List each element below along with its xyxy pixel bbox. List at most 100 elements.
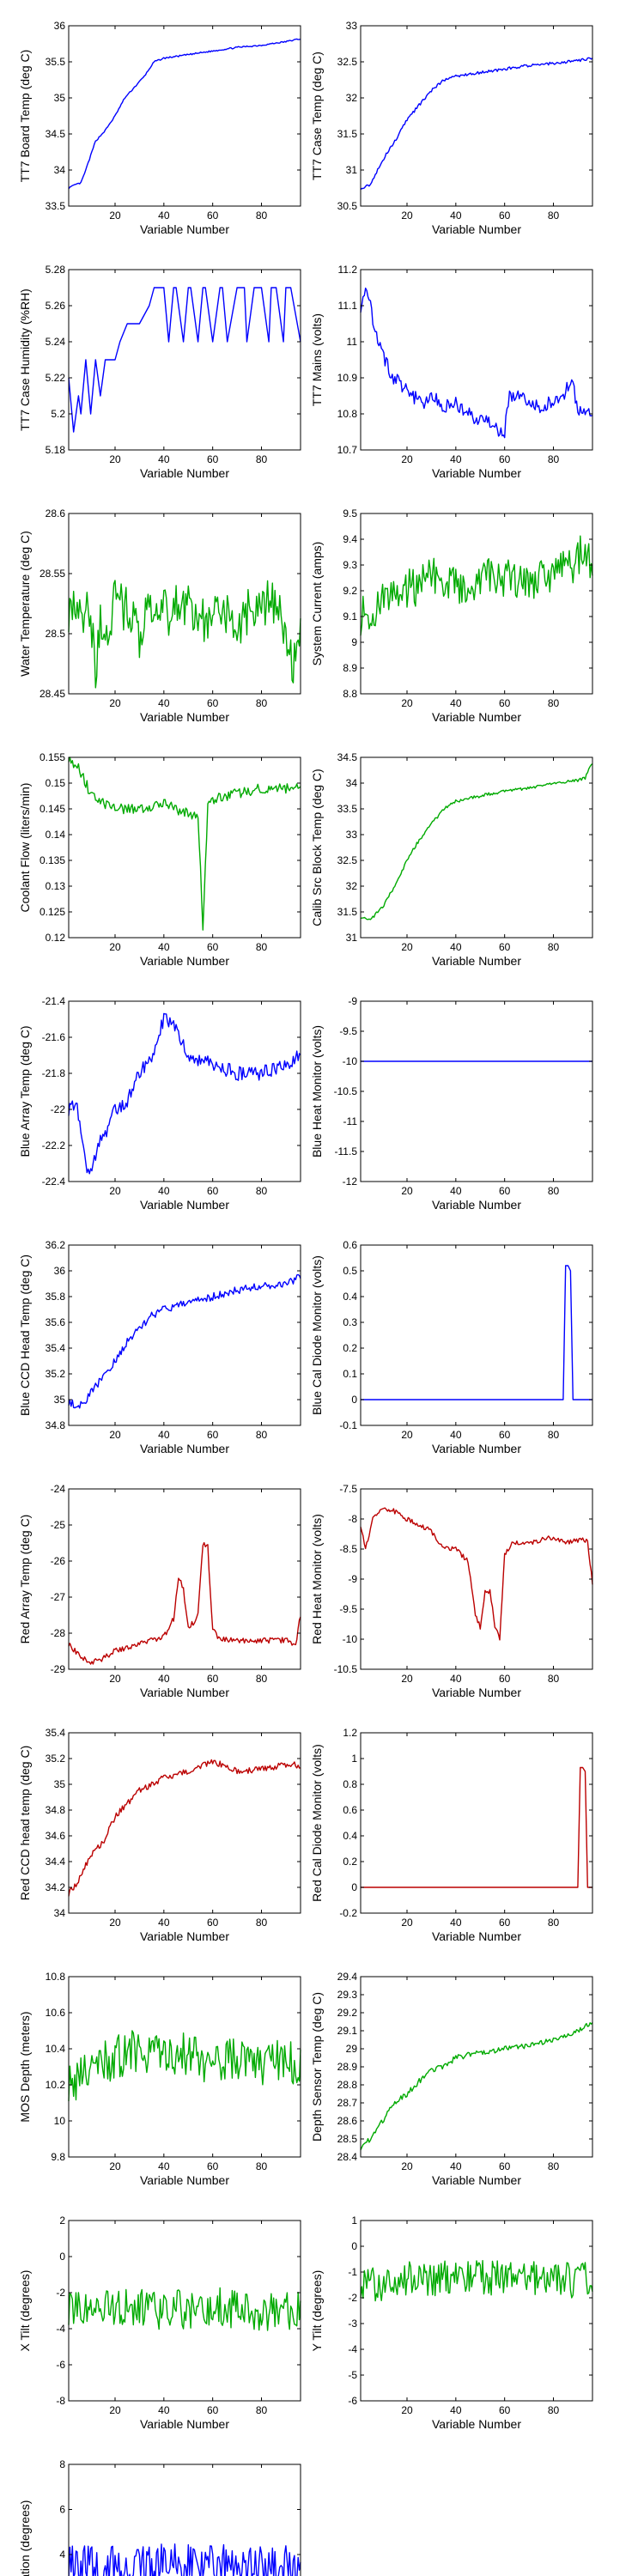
y-tick-label: 5.22 [46, 372, 66, 384]
x-axis-label: Variable Number [140, 1929, 229, 1943]
y-axis-label: Calib Src Block Temp (deg C) [310, 769, 324, 926]
series-line [360, 1507, 593, 1641]
x-axis-label: Variable Number [432, 2417, 521, 2431]
x-tick-label: 20 [109, 941, 121, 953]
y-tick-label: -28 [51, 1627, 66, 1639]
y-tick-label: 0.4 [343, 1830, 357, 1842]
y-tick-label: 0.135 [39, 854, 65, 866]
x-tick-label: 40 [450, 453, 462, 465]
chart-panel: -6 -5 -4 -3 -2 -1 0 1 20 40 60 80 Variable Number Y T… [310, 2215, 593, 2431]
x-axis-label: Variable Number [432, 466, 521, 480]
series-line [68, 1273, 301, 1409]
y-tick-label: 34 [54, 1907, 66, 1919]
x-tick-label: 80 [256, 453, 268, 465]
chart-panel: 0.12 0.125 0.13 0.135 0.14 0.145 0.15 0.155 20 40… [18, 751, 301, 968]
y-tick-label: 34.2 [46, 1881, 66, 1893]
y-tick-label: -22.2 [42, 1139, 66, 1151]
y-tick-label: 31 [346, 932, 358, 944]
x-tick-label: 80 [256, 2404, 268, 2416]
y-tick-label: -10.5 [334, 1663, 358, 1675]
y-tick-label: 33 [346, 20, 358, 32]
x-tick-label: 80 [548, 453, 560, 465]
y-axis-label: TT7 Mains (volts) [310, 313, 324, 406]
y-tick-label: -21.8 [42, 1067, 66, 1079]
plot-frame [68, 25, 301, 207]
x-tick-label: 80 [256, 697, 268, 709]
x-tick-label: 20 [401, 1185, 413, 1197]
x-tick-label: 80 [548, 1429, 560, 1441]
y-tick-label: -24 [51, 1483, 66, 1495]
y-axis-label: TT7 Board Temp (deg C) [18, 50, 32, 183]
y-tick-label: 0.3 [343, 1316, 357, 1328]
x-tick-label: 60 [499, 453, 511, 465]
y-tick-label: 0.5 [343, 1265, 357, 1277]
y-tick-label: 29.2 [337, 2007, 358, 2019]
chart-panel: 28.45 28.5 28.55 28.6 20 40 60 80 Variable Numbe… [18, 507, 301, 724]
y-tick-label: 0.4 [343, 1291, 357, 1303]
plot-frame [360, 756, 593, 939]
y-tick-label: -7.5 [339, 1483, 357, 1495]
x-tick-label: 40 [158, 2160, 170, 2172]
x-axis-label: Variable Number [140, 2417, 229, 2431]
y-axis-label: Red CCD head temp (deg C) [18, 1746, 32, 1901]
plot-frame [68, 1488, 301, 1670]
y-tick-label: 8.9 [343, 662, 357, 674]
y-tick-label: 35 [54, 92, 66, 104]
y-tick-label: 5.2 [51, 408, 65, 420]
chart-panel: 34.8 35 35.2 35.4 35.6 35.8 36 36.2 20 40 60 80 Vari… [18, 1239, 301, 1455]
plot-frame [68, 2220, 301, 2402]
chart-panel: 5.18 5.2 5.22 5.24 5.26 5.28 20 40 60 80 Variable … [18, 264, 301, 480]
x-tick-label: 40 [450, 2404, 462, 2416]
y-axis-label: TT7 Case Humidity (%RH) [18, 289, 32, 431]
y-tick-label: 9.2 [343, 585, 357, 597]
x-tick-label: 40 [450, 697, 462, 709]
y-tick-label: 28.7 [337, 2097, 358, 2109]
x-tick-label: 40 [450, 210, 462, 222]
y-axis-label: Red Heat Monitor (volts) [310, 1514, 324, 1644]
x-tick-label: 60 [207, 210, 219, 222]
x-tick-label: 20 [401, 2404, 413, 2416]
y-tick-label: 0.13 [46, 880, 66, 892]
y-axis-label: Blue Array Temp (deg C) [18, 1025, 32, 1157]
y-axis-label: X Tilt (degrees) [18, 2270, 32, 2352]
x-axis-label: Variable Number [140, 710, 229, 724]
series-line [68, 287, 301, 433]
y-tick-label: 34.8 [46, 1804, 66, 1816]
series-line [361, 1766, 592, 1888]
x-tick-label: 20 [109, 453, 121, 465]
y-tick-label: 10.4 [46, 2043, 66, 2055]
y-tick-label: 34.8 [46, 1419, 66, 1431]
x-tick-label: 40 [158, 941, 170, 953]
y-tick-label: 28.55 [39, 568, 65, 580]
x-tick-label: 20 [401, 453, 413, 465]
y-tick-label: 0.6 [343, 1239, 357, 1251]
y-tick-label: 36.2 [46, 1239, 66, 1251]
y-tick-label: 31.5 [337, 128, 358, 140]
y-tick-label: 11 [347, 336, 358, 348]
plot-frame [360, 1732, 593, 1914]
plot-frame [68, 269, 301, 451]
x-tick-label: 60 [207, 453, 219, 465]
y-tick-label: 34.5 [337, 751, 358, 763]
x-tick-label: 40 [450, 1673, 462, 1685]
x-tick-label: 60 [499, 2160, 511, 2172]
y-tick-label: 0.155 [39, 751, 65, 763]
y-tick-label: 0.145 [39, 803, 65, 815]
x-tick-label: 40 [158, 697, 170, 709]
series-line [68, 756, 301, 931]
y-tick-label: 28.9 [337, 2061, 358, 2073]
x-tick-label: 60 [207, 1673, 219, 1685]
x-tick-label: 20 [109, 1185, 121, 1197]
y-tick-label: -1 [348, 2266, 357, 2278]
x-tick-label: 60 [207, 2160, 219, 2172]
series-line [68, 2030, 301, 2102]
chart-panel: 10.7 10.8 10.9 11 11.1 11.2 20 40 60 80 Variable N… [310, 264, 593, 480]
x-tick-label: 60 [207, 2404, 219, 2416]
y-tick-label: -6 [348, 2395, 357, 2407]
y-axis-label: Red Cal Diode Monitor (volts) [310, 1744, 324, 1902]
y-tick-label: 28.8 [337, 2079, 358, 2091]
y-tick-label: 34.6 [46, 1830, 66, 1842]
x-axis-label: Variable Number [140, 954, 229, 968]
series-line [68, 1759, 301, 1897]
y-tick-label: 0.1 [343, 1368, 357, 1380]
